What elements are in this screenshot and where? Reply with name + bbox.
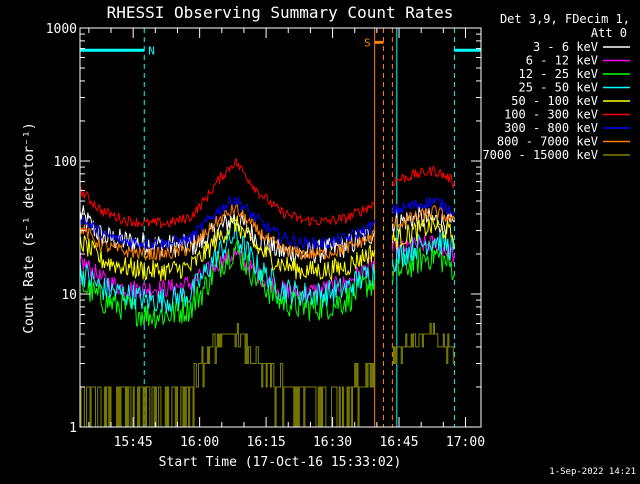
series-50-100keV [79, 215, 455, 282]
axes: 1 10 100 1000 15:45 16:00 16:15 16:30 16:45 17:00 [46, 22, 485, 450]
series-trace [391, 230, 455, 273]
series-trace [391, 215, 455, 250]
legend-label: 12 - 25 keV [519, 67, 598, 81]
y-tick-label: 10 [61, 288, 77, 303]
x-axis-label: Start Time (17-Oct-16 15:33:02) [159, 455, 402, 470]
x-tick-label: 17:00 [446, 435, 485, 450]
legend-label: 25 - 50 keV [519, 81, 598, 95]
plot-frame [79, 27, 482, 428]
y-tick-label: 100 [54, 155, 77, 170]
series-trace [79, 204, 376, 261]
y-tick-label: 1 [69, 421, 77, 436]
series-trace [79, 195, 376, 251]
legend-label: 50 - 100 keV [511, 94, 598, 108]
chart-title: RHESSI Observing Summary Count Rates [107, 3, 454, 22]
series-layer [79, 158, 455, 428]
legend-label: 3 - 6 keV [533, 40, 598, 54]
legend-label: 100 - 300 keV [504, 108, 598, 122]
legend-label: 7000 - 15000 keV [482, 148, 598, 162]
y-axis-label: Count Rate (s⁻¹ detector⁻¹) [22, 122, 37, 333]
x-tick-label: 16:00 [180, 435, 219, 450]
legend-label: 6 - 12 keV [526, 54, 598, 68]
series-trace [391, 197, 455, 216]
series-trace [79, 215, 376, 282]
x-tick-label: 16:15 [247, 435, 286, 450]
series-800-7000keV [79, 204, 455, 261]
flag-label-s: S [364, 36, 371, 49]
series-300-800keV [79, 195, 455, 251]
legend-label: 800 - 7000 keV [497, 135, 598, 149]
series-trace [79, 222, 376, 314]
series-trace [79, 239, 376, 329]
series-trace [79, 158, 376, 230]
legend-header-line-2: Att 0 [591, 26, 627, 40]
flag-label-n: N [148, 44, 155, 57]
x-tick-label: 15:45 [114, 435, 153, 450]
legend-label: 300 - 800 keV [504, 121, 598, 135]
x-tick-label: 16:30 [313, 435, 352, 450]
x-tick-label: 16:45 [379, 435, 418, 450]
footer-date: 1-Sep-2022 14:21 [549, 467, 636, 477]
legend-header-line-1: Det 3,9, FDecim 1, [500, 12, 630, 26]
series-25-50keV [79, 222, 455, 314]
series-trace [392, 204, 455, 230]
series-trace [391, 164, 455, 190]
series-trace [392, 323, 455, 364]
y-tick-label: 1000 [46, 22, 77, 37]
series-trace [391, 206, 455, 237]
series-100-300keV [79, 158, 455, 230]
